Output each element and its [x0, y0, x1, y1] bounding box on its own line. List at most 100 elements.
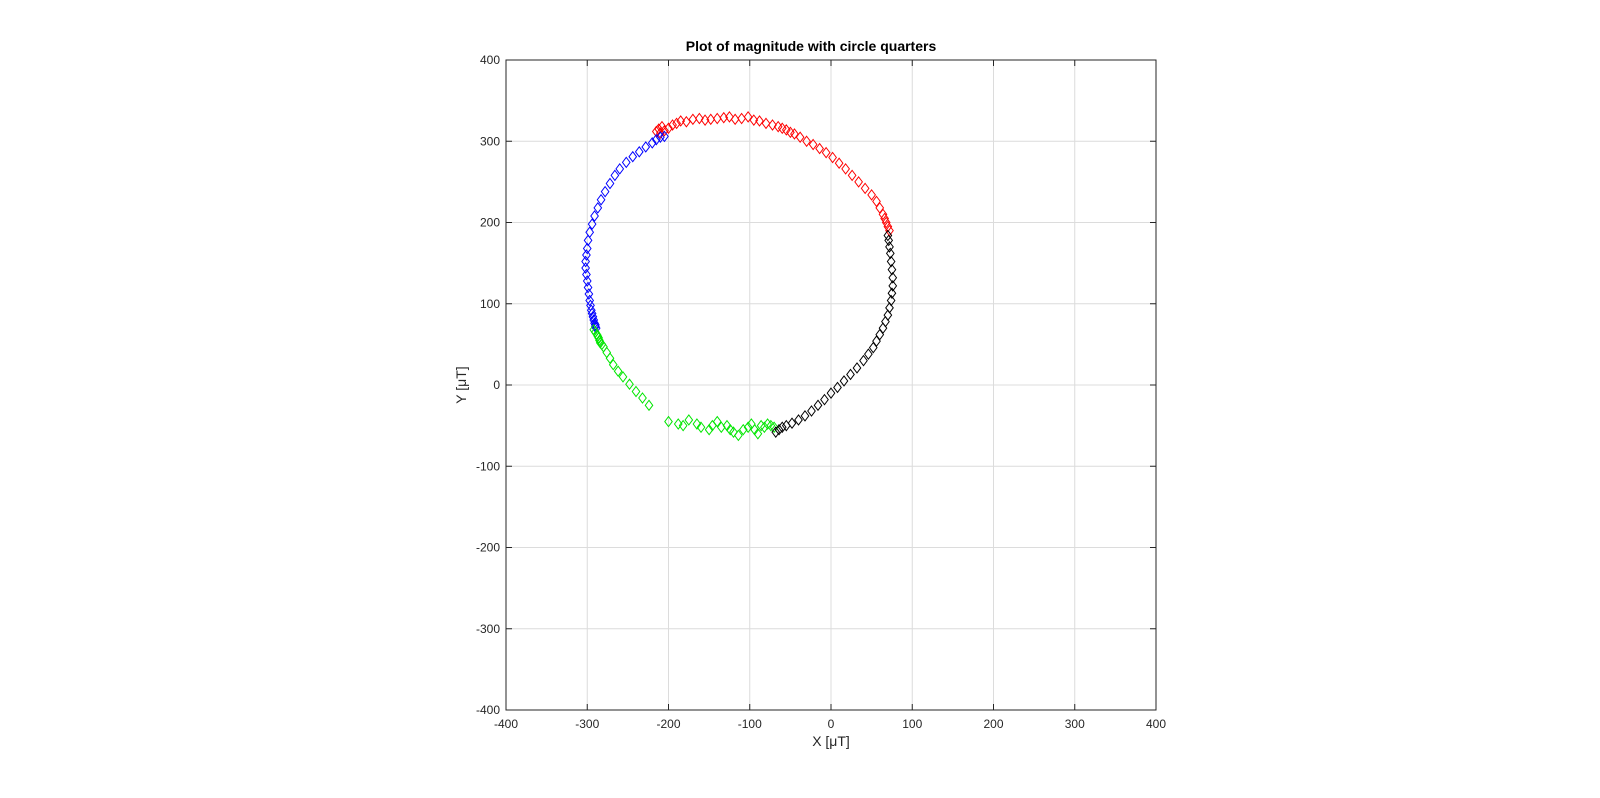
data-point: [883, 229, 893, 242]
data-point: [768, 119, 777, 131]
series-3: [589, 323, 779, 442]
data-point: [794, 414, 803, 426]
x-tick-label: 100: [902, 717, 922, 731]
data-point: [880, 212, 889, 225]
data-point: [610, 169, 620, 182]
data-point: [878, 208, 888, 221]
data-point: [590, 210, 599, 222]
data-point: [885, 301, 894, 314]
x-tick-label: 300: [1065, 717, 1085, 731]
data-point: [706, 113, 716, 126]
data-point: [676, 115, 686, 127]
y-tick-label: -200: [476, 541, 500, 555]
data-point: [729, 426, 738, 438]
data-point: [886, 255, 896, 268]
data-point: [881, 315, 890, 328]
data-point: [684, 414, 694, 426]
data-point: [672, 117, 681, 130]
data-point: [826, 387, 836, 399]
x-tick-label: 400: [1146, 717, 1166, 731]
data-point: [600, 185, 610, 198]
data-point: [651, 133, 661, 146]
data-point: [628, 150, 638, 163]
data-point: [608, 358, 618, 371]
axes-box: [505, 59, 1157, 711]
data-point: [852, 362, 862, 374]
axis-ticks: -400 -300 -200 -100 0 100 200 300 400 -400 -300 -20…: [476, 53, 1166, 731]
data-point: [673, 418, 683, 430]
chart-title: Plot of magnitude with circle quarters: [686, 38, 937, 54]
data-point: [588, 310, 598, 323]
data-point: [749, 114, 759, 126]
data-point: [586, 304, 596, 317]
data-point: [885, 247, 895, 260]
data-point: [582, 268, 591, 281]
data-point: [753, 427, 763, 440]
data-point: [583, 281, 593, 294]
data-point: [787, 417, 797, 430]
data-point: [833, 381, 842, 394]
data-point: [587, 307, 597, 320]
data-point: [743, 111, 753, 123]
data-point: [846, 368, 855, 381]
data-point: [631, 385, 641, 398]
data-point: [647, 137, 657, 149]
data-point: [868, 341, 878, 354]
data-point: [808, 138, 818, 151]
data-point: [641, 141, 651, 153]
y-tick-label: -300: [476, 622, 500, 636]
y-tick-label: 100: [480, 297, 500, 311]
data-point: [688, 113, 698, 126]
data-point: [777, 421, 787, 434]
data-point: [885, 241, 894, 253]
data-point: [582, 249, 591, 261]
data-point: [712, 112, 722, 125]
data-point: [695, 112, 704, 125]
y-tick-label: 200: [480, 216, 500, 230]
data-point: [738, 423, 748, 436]
series-2: [581, 130, 669, 334]
data-point: [854, 176, 863, 188]
data-point: [821, 146, 831, 159]
x-tick-label: 0: [828, 717, 835, 731]
data-point: [834, 157, 844, 170]
data-point: [847, 169, 857, 182]
x-tick-label: -300: [575, 717, 599, 731]
data-point: [860, 182, 870, 195]
data-point: [664, 415, 673, 428]
data-point: [888, 280, 898, 292]
data-point: [887, 263, 897, 276]
y-tick-label: 300: [480, 134, 500, 148]
data-point: [872, 335, 881, 347]
data-point: [656, 131, 665, 144]
data-point: [682, 115, 691, 128]
data-point: [781, 124, 791, 136]
data-point: [769, 421, 779, 434]
data-point: [771, 426, 781, 438]
data-point: [875, 202, 885, 214]
data-point: [839, 375, 849, 387]
data-point: [864, 348, 873, 360]
data-point: [582, 275, 592, 287]
data-point: [634, 145, 644, 158]
data-point: [581, 255, 590, 268]
series-4: [771, 229, 898, 438]
series-1: [651, 111, 894, 237]
data-point: [593, 202, 603, 214]
data-point: [886, 294, 896, 307]
data-point: [774, 423, 784, 436]
data-point: [737, 112, 746, 125]
data-point: [602, 346, 612, 359]
data-point: [712, 415, 722, 428]
x-tick-label: 200: [983, 717, 1003, 731]
data-point: [621, 156, 631, 169]
data-point: [820, 393, 829, 406]
data-point: [872, 195, 881, 208]
data-point: [625, 378, 634, 391]
data-point: [605, 352, 615, 365]
data-point: [800, 410, 810, 422]
data-point: [790, 128, 799, 140]
data-point: [795, 131, 805, 144]
